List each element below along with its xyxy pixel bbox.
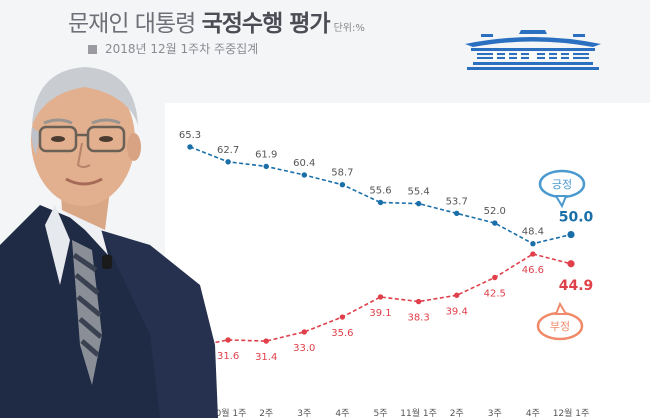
series-line-disapprove [189,253,572,349]
data-label: 55.6 [369,185,391,196]
data-point [263,163,269,170]
x-tick-label: 4주 [526,408,540,418]
legend-badge-tail [554,301,568,315]
subtitle-square-icon [88,45,97,54]
data-label: 46.6 [522,265,544,276]
x-tick-label: 4주 [335,408,349,418]
subtitle-text: 2018년 12월 1주차 주중집계 [105,42,259,56]
data-point [415,298,422,305]
x-tick-label: 11월 1주 [400,407,437,418]
x-tick-label: 3주 [488,408,502,418]
unit-label: 단위:% [333,23,365,34]
data-label: 39.1 [369,308,391,319]
data-point [530,251,536,257]
x-tick-label: 2주 [450,408,464,418]
data-point [301,329,307,335]
title-bold: 국정수행 평가 [201,11,331,37]
data-label: 33.0 [293,343,315,354]
data-label: 62.7 [217,145,239,156]
president-portrait [0,67,218,418]
series-line-approve [189,146,572,245]
x-tick-label: 2주 [259,408,273,418]
data-label: 48.4 [522,227,544,238]
subtitle: 2018년 12월 1주차 주중집계 [88,40,258,57]
data-label: 60.4 [293,158,315,169]
x-tick-label: 3주 [297,408,311,418]
chart-title: 문재인 대통령 국정수행 평가 단위:% [68,4,365,38]
legend-badge-tail [554,195,568,209]
data-point [187,144,193,150]
legend-label: 부정 [550,320,570,333]
data-label: 52.0 [484,206,506,217]
data-point [454,210,460,217]
legend-label: 긍정 [552,178,572,191]
data-point [377,199,384,206]
data-point [339,314,346,320]
data-point [263,338,269,344]
data-point [339,182,346,188]
data-label: 42.5 [484,289,506,300]
data-label: 58.7 [331,168,353,179]
data-point [492,274,498,281]
data-label: 35.6 [331,328,353,339]
data-point [415,200,422,207]
x-tick-label: 5주 [373,408,387,418]
data-label: 38.3 [407,313,429,324]
data-point [377,294,384,300]
data-label: 55.4 [407,187,429,198]
data-label: 50.0 [559,210,594,226]
data-point [530,241,536,247]
data-point [492,220,498,226]
data-label: 44.9 [559,278,594,294]
data-label: 61.9 [255,149,277,160]
plot-panel [165,103,650,418]
title-light: 문재인 대통령 [68,11,202,37]
x-tick-label: 12월 1주 [553,407,590,418]
x-tick-label: 10월 1주 [210,407,247,418]
data-label: 53.7 [446,196,468,207]
data-point [454,292,460,298]
data-point [225,159,231,165]
data-label: 39.4 [446,306,468,317]
blue-house-logo [465,30,601,70]
data-point [567,230,575,239]
data-label: 31.6 [217,351,239,362]
data-point [301,172,307,178]
data-point [225,337,231,343]
data-label: 31.4 [255,352,277,363]
data-point [567,260,575,268]
data-label: 65.3 [179,130,201,141]
